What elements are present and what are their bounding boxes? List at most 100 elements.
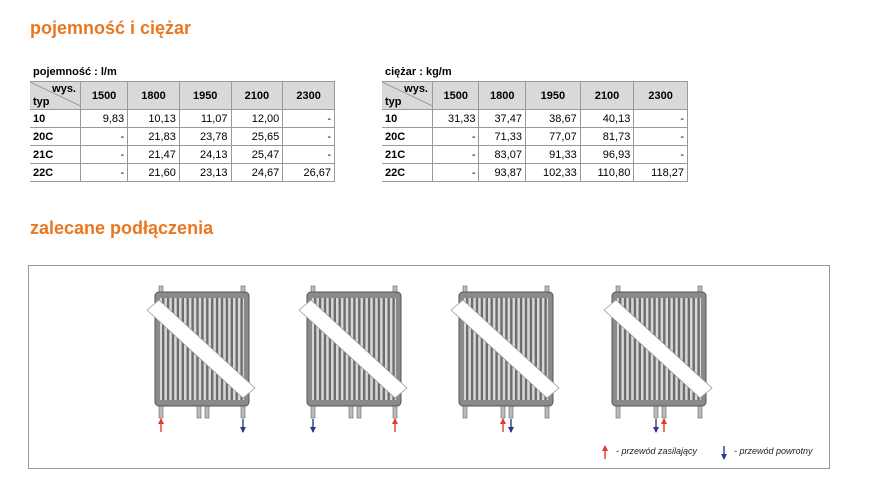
pipe-stub (392, 403, 398, 419)
pipe-stub (158, 403, 164, 419)
arrow-head (653, 427, 659, 433)
radiator-body (306, 291, 402, 407)
pipe-stub (697, 285, 703, 295)
radiator-fin (171, 298, 175, 400)
radiator-fin (358, 298, 361, 400)
pipe-stub (356, 403, 362, 419)
radiator-fin (363, 298, 366, 400)
corner-cell: wys. typ (30, 81, 81, 110)
column-header: 1800 (478, 81, 526, 110)
table-cell: 118,27 (633, 163, 688, 182)
table-cell: 23,78 (179, 127, 232, 146)
radiator-fin (466, 298, 469, 400)
radiator-fin (510, 298, 513, 400)
radiator-fin (495, 298, 498, 400)
table-cell: 38,67 (525, 109, 581, 128)
radiator-fin (196, 298, 199, 400)
table-cell: 21,47 (127, 145, 180, 164)
table-cell: 24,13 (179, 145, 232, 164)
legend-return: - przewód powrotny (734, 446, 813, 456)
radiator-panel (464, 298, 548, 400)
table-cell: - (282, 127, 335, 146)
pipe-stub (204, 403, 210, 419)
table-cell: 22C (382, 163, 433, 182)
column-header: 2100 (580, 81, 635, 110)
table-cell: - (80, 163, 129, 182)
radiator-fin (240, 298, 243, 400)
radiator-fin (186, 298, 189, 400)
table-cell: 31,33 (432, 109, 480, 128)
radiator-fin (314, 298, 317, 400)
radiator-fin (211, 298, 214, 400)
table-cell: 96,93 (580, 145, 635, 164)
table-cell: - (80, 145, 129, 164)
radiator-fin (505, 298, 508, 400)
pipe-stub (462, 285, 468, 295)
radiator-fin (687, 298, 690, 400)
cut-band (450, 299, 560, 399)
pipe-stub (653, 403, 659, 419)
table-caption: pojemność : l/m (33, 66, 117, 78)
radiator-fin (524, 298, 528, 400)
radiator-fin (534, 298, 537, 400)
radiator-fin (490, 298, 493, 400)
table-cell: - (633, 127, 688, 146)
radiator-fin (353, 298, 356, 400)
corner-top: wys. (404, 83, 428, 95)
radiator-fin (181, 298, 184, 400)
legend-supply: - przewód zasilający (616, 446, 698, 456)
cut-band (298, 299, 408, 399)
table-row: 21C -83,07 91,33 96,93- (382, 145, 688, 164)
table-cell: 102,33 (525, 163, 581, 182)
radiator-fin (619, 298, 622, 400)
table-cell: 25,47 (231, 145, 284, 164)
pipe-stub (158, 285, 164, 295)
column-header: 1950 (179, 81, 232, 110)
pipe-stub (544, 403, 550, 419)
table-cell: - (282, 109, 335, 128)
radiator-fin (672, 298, 676, 400)
table-cell: 9,83 (80, 109, 129, 128)
radiator-fin (638, 298, 641, 400)
data-table: wys. typ 1500 1800 1950 2100 2300 10 9,83 10,13 11… (30, 81, 335, 182)
radiator-body (611, 291, 707, 407)
table-row: 20C -21,83 23,78 25,65- (30, 127, 335, 146)
table-row: 22C -93,87 102,33 110,80 118,27 (382, 163, 688, 182)
column-header: 1500 (80, 81, 129, 110)
corner-bottom: typ (33, 96, 50, 108)
pipe-stub (697, 403, 703, 419)
radiator-fin (480, 298, 484, 400)
radiator-fin (382, 298, 385, 400)
table-cell: 10,13 (127, 109, 180, 128)
pipe-stub (348, 403, 354, 419)
cut-band (603, 299, 713, 399)
pipe-stub (500, 403, 506, 419)
radiator-fin (191, 298, 194, 400)
pipe-stub (462, 403, 468, 419)
table-cell: - (633, 145, 688, 164)
radiator-fin (623, 298, 627, 400)
corner-bottom: typ (385, 96, 402, 108)
table-cell: 12,00 (231, 109, 284, 128)
radiator-fin (697, 298, 700, 400)
radiator-fin (367, 298, 371, 400)
table-cell: 21C (382, 145, 433, 164)
radiator-fin (692, 298, 695, 400)
radiator-fin (372, 298, 376, 400)
column-header: 1950 (525, 81, 581, 110)
table-row: 10 31,33 37,47 38,67 40,13- (382, 109, 688, 128)
pipe-stub (240, 403, 246, 419)
diagram-frame (28, 265, 830, 469)
radiator-fin (544, 298, 547, 400)
header-row: wys. typ 1500 1800 1950 2100 2300 (382, 81, 688, 110)
pipe-stub (392, 285, 398, 295)
radiator-fin (663, 298, 666, 400)
table-cell: 91,33 (525, 145, 581, 164)
table-cell: - (633, 109, 688, 128)
pipe-stub (310, 403, 316, 419)
radiator-fin (225, 298, 229, 400)
arrow-head (310, 427, 316, 433)
table-cell: 93,87 (478, 163, 526, 182)
radiator-fin (648, 298, 651, 400)
